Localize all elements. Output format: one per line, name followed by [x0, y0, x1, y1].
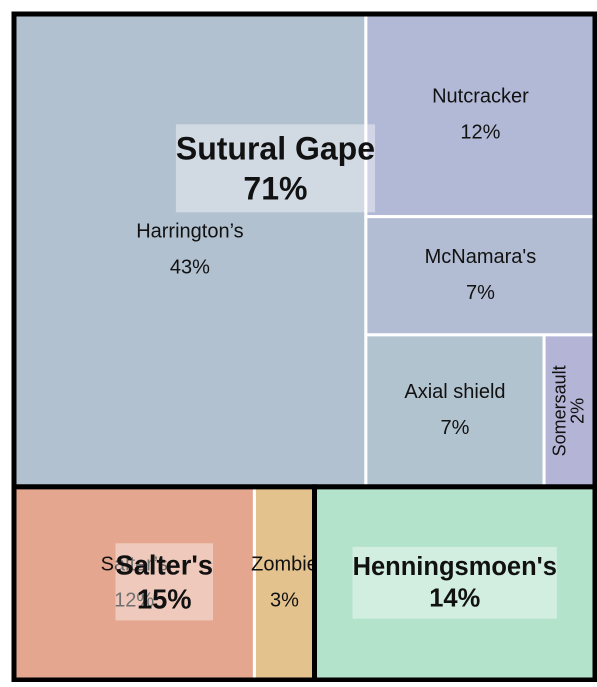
group-value: 71% [243, 170, 307, 206]
leaf-label: McNamara's [425, 246, 537, 268]
leaf [252, 485, 317, 682]
leaf [12, 485, 256, 682]
leaf-label: Nutcracker [432, 86, 529, 108]
leaf-label: Harrington’s [136, 221, 243, 243]
leaf [314, 486, 595, 680]
leaf-value: 43% [170, 257, 210, 279]
leaf [364, 333, 546, 489]
group-value: 15% [137, 583, 192, 614]
leaf [12, 12, 368, 489]
leaf-value: 7% [441, 417, 470, 439]
group-label: Henningsmoen's [353, 553, 557, 581]
leaf-value: 3% [270, 590, 299, 612]
leaf-label: Axial shield [404, 381, 505, 403]
leaf [364, 12, 597, 219]
leaf-value: 7% [466, 282, 495, 304]
group-label-bg [175, 124, 376, 213]
group-label: Sutural Gape [176, 130, 375, 166]
leaf-label: Salter’s [101, 554, 168, 576]
leaf-label: Zombie [251, 554, 318, 576]
group-label-bg [352, 546, 557, 619]
group-label-bg [115, 543, 214, 621]
leaf-label: Somersault [549, 365, 569, 456]
leaf-value: 12% [460, 122, 500, 144]
leaf-value: 12% [114, 590, 154, 612]
leaf [364, 215, 597, 337]
frame [11, 11, 597, 683]
leaf-value: 2% [567, 398, 587, 424]
group-label: Salter's [115, 549, 213, 580]
group-value: 14% [429, 585, 480, 613]
